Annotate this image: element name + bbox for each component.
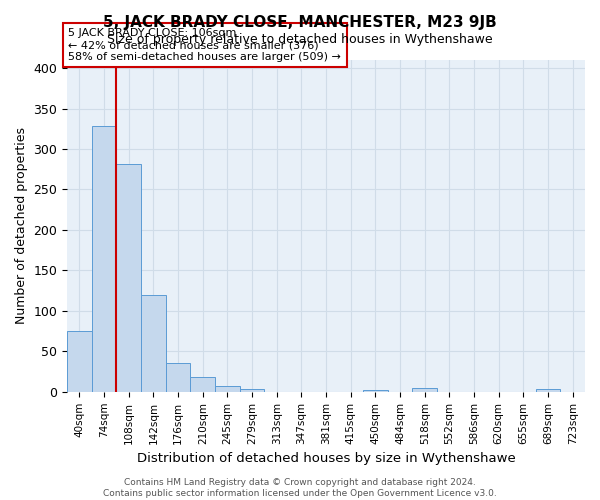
Bar bbox=[240, 390, 265, 392]
Bar bbox=[141, 294, 166, 392]
X-axis label: Distribution of detached houses by size in Wythenshawe: Distribution of detached houses by size … bbox=[137, 452, 515, 465]
Bar bbox=[412, 388, 437, 392]
Text: Contains HM Land Registry data © Crown copyright and database right 2024.
Contai: Contains HM Land Registry data © Crown c… bbox=[103, 478, 497, 498]
Y-axis label: Number of detached properties: Number of detached properties bbox=[15, 128, 28, 324]
Bar bbox=[92, 126, 116, 392]
Bar bbox=[116, 164, 141, 392]
Text: Size of property relative to detached houses in Wythenshawe: Size of property relative to detached ho… bbox=[107, 32, 493, 46]
Bar bbox=[166, 364, 190, 392]
Text: 5 JACK BRADY CLOSE: 106sqm
← 42% of detached houses are smaller (376)
58% of sem: 5 JACK BRADY CLOSE: 106sqm ← 42% of deta… bbox=[68, 28, 341, 62]
Bar bbox=[67, 331, 92, 392]
Bar bbox=[190, 378, 215, 392]
Text: 5, JACK BRADY CLOSE, MANCHESTER, M23 9JB: 5, JACK BRADY CLOSE, MANCHESTER, M23 9JB bbox=[103, 15, 497, 30]
Bar bbox=[363, 390, 388, 392]
Bar bbox=[536, 390, 560, 392]
Bar bbox=[215, 386, 240, 392]
